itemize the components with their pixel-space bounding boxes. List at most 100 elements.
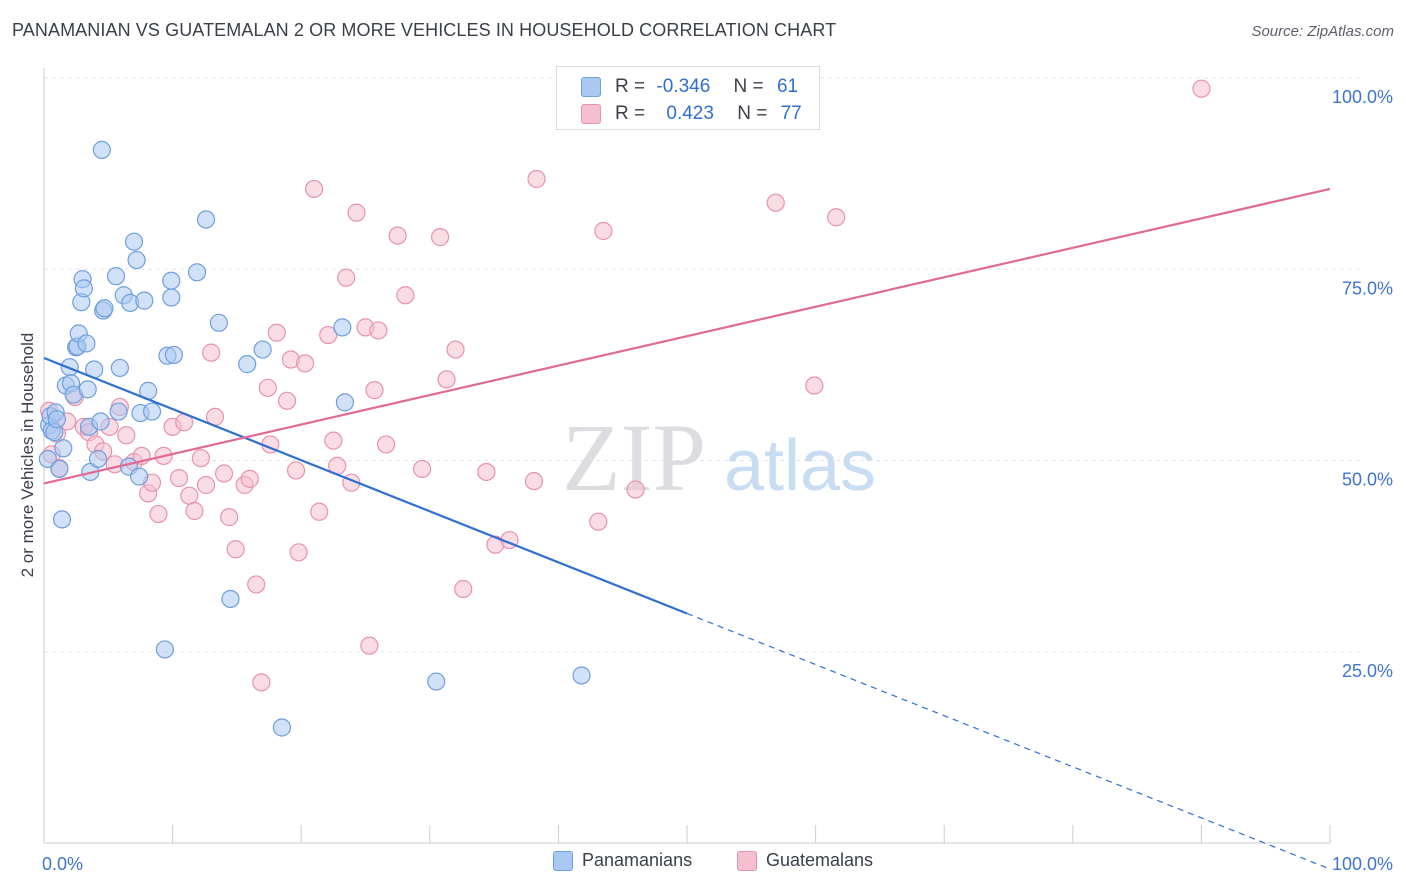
guatemalan-point <box>454 579 473 599</box>
guatemalan-point <box>412 459 432 479</box>
panamanian-point <box>221 589 240 609</box>
panamanians-points <box>38 140 591 737</box>
guatemalan-point <box>149 504 168 524</box>
watermark: ZIP atlas <box>562 404 876 511</box>
guatemalan-point <box>169 468 189 488</box>
panamanian-point <box>162 288 181 307</box>
stats-swatch-pink <box>581 104 601 124</box>
stats-r-value: -0.346 <box>656 76 711 97</box>
guatemalan-point <box>437 370 456 389</box>
panamanian-point <box>130 467 149 486</box>
panamanian-point <box>47 410 66 429</box>
stats-r-value: 0.423 <box>666 103 714 124</box>
source-label: Source: ZipAtlas.com <box>1251 23 1394 40</box>
panamanian-point <box>253 340 272 359</box>
guatemalan-point <box>267 323 286 342</box>
guatemalan-point <box>289 543 308 562</box>
stats-swatch-blue <box>581 77 601 97</box>
guatemalan-point <box>214 464 234 483</box>
panamanian-point <box>427 672 446 691</box>
guatemalan-point <box>524 472 544 491</box>
guatemalan-point <box>324 431 343 450</box>
stats-n-value: 61 <box>776 76 799 97</box>
panamanian-point <box>196 210 216 229</box>
trend-lines <box>43 187 1331 870</box>
legend-swatch-blue <box>553 850 573 871</box>
panamanians-trend-line <box>43 356 688 615</box>
watermark-atlas: atlas <box>724 426 876 506</box>
panamanian-point <box>110 358 129 378</box>
panamanian-point <box>50 459 69 479</box>
guatemalan-point <box>594 221 613 241</box>
guatemalan-point <box>365 381 384 400</box>
stats-r-label: R = <box>615 103 646 124</box>
panamanian-point <box>92 140 111 160</box>
panamanian-point <box>124 232 144 251</box>
guatemalan-point <box>240 469 259 488</box>
guatemalan-point <box>805 376 824 395</box>
x-tick-label: 0.0% <box>42 854 83 874</box>
y-axis-label: 2 or more Vehicles in Household <box>18 332 37 578</box>
guatemalan-point <box>589 512 608 531</box>
guatemalan-point <box>766 193 785 212</box>
stats-n-value: 77 <box>780 103 802 124</box>
panamanian-point <box>91 412 110 431</box>
stats-r-label: R = <box>615 76 646 97</box>
guatemalan-point <box>220 508 239 527</box>
stats-n-label: N = <box>737 103 768 124</box>
guatemalan-point <box>252 673 271 692</box>
panamanian-point <box>272 718 292 737</box>
panamanian-point <box>333 318 352 337</box>
y-tick-label: 25.0% <box>1342 661 1393 681</box>
panamanian-point <box>77 334 96 353</box>
panamanian-point <box>135 291 154 310</box>
guatemalan-point <box>430 228 450 247</box>
guatemalan-point <box>277 391 297 410</box>
guatemalan-point <box>1192 79 1211 98</box>
panamanian-point <box>38 449 57 469</box>
guatemalan-point <box>477 462 496 482</box>
panamanian-point <box>88 449 108 469</box>
grid-lines <box>44 77 1360 653</box>
panamanian-point <box>127 250 146 270</box>
panamanian-point <box>78 380 97 399</box>
panamanian-point <box>52 510 72 529</box>
legend: Panamanians Guatemalans <box>0 850 1406 878</box>
guatemalan-point <box>446 340 465 359</box>
guatemalan-point <box>626 480 645 499</box>
legend-item-guatemalans[interactable]: Guatemalans <box>737 850 873 871</box>
legend-label: Guatemalans <box>766 850 874 870</box>
guatemalan-point <box>827 208 846 227</box>
guatemalan-point <box>304 179 324 199</box>
guatemalan-point <box>180 486 199 505</box>
x-tick-label: 100.0% <box>1332 854 1393 874</box>
guatemalan-point <box>117 426 136 445</box>
guatemalan-point <box>369 321 388 340</box>
guatemalan-point <box>388 226 407 245</box>
panamanian-point <box>54 439 73 458</box>
guatemalans-points <box>40 79 1211 692</box>
guatemalan-point <box>191 449 210 468</box>
panamanian-point <box>187 263 207 282</box>
guatemalan-point <box>247 575 266 594</box>
panamanian-point <box>209 313 228 332</box>
panamanian-point <box>164 345 183 365</box>
guatemalan-point <box>258 378 277 397</box>
panamanian-point <box>106 267 126 286</box>
guatemalan-point <box>286 461 306 480</box>
panamanian-point <box>238 355 257 374</box>
chart-title: PANAMANIAN VS GUATEMALAN 2 OR MORE VEHIC… <box>12 20 837 40</box>
panamanian-point <box>155 640 174 659</box>
panamanian-point <box>95 299 114 318</box>
guatemalan-point <box>295 354 315 373</box>
guatemalan-point <box>347 203 366 222</box>
guatemalan-point <box>527 169 546 189</box>
guatemalan-point <box>226 540 245 559</box>
tick-labels: 25.0% 50.0% 75.0% 100.0% 0.0% 100.0% <box>42 87 1393 874</box>
panamanian-point <box>74 279 93 298</box>
panamanian-point <box>162 271 181 290</box>
guatemalan-point <box>319 325 338 345</box>
guatemalan-point <box>360 636 379 655</box>
guatemalan-point <box>376 435 396 454</box>
legend-item-panamanians[interactable]: Panamanians <box>553 850 692 871</box>
